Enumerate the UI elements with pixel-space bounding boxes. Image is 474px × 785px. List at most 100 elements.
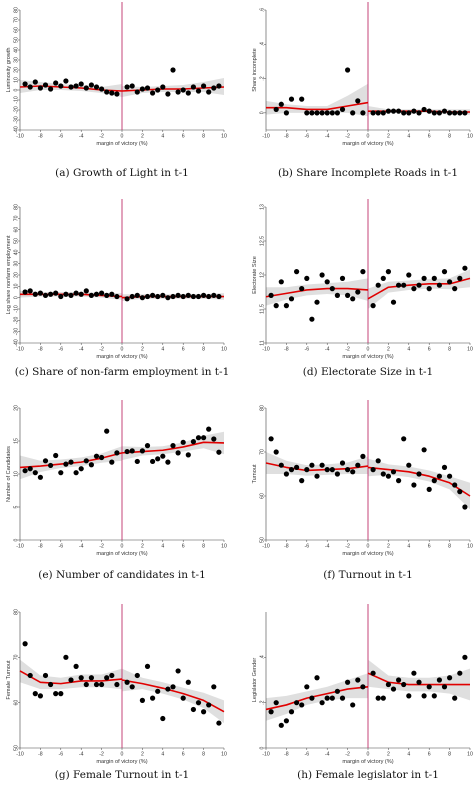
fit-line-right — [121, 441, 225, 454]
x-tick-label: 2 — [141, 347, 144, 353]
data-point — [129, 83, 135, 89]
y-tick-label: .2 — [259, 700, 265, 704]
data-point — [129, 448, 135, 454]
data-point — [304, 684, 310, 690]
x-tick-label: 0 — [367, 347, 370, 353]
x-tick-label: 0 — [367, 752, 370, 758]
data-point — [175, 89, 181, 95]
data-point — [370, 670, 376, 676]
x-tick-label: -4 — [79, 752, 84, 758]
data-point — [304, 110, 310, 116]
data-point — [211, 436, 217, 442]
data-point — [129, 684, 135, 690]
x-tick-label: -10 — [16, 347, 24, 353]
data-point — [53, 290, 59, 296]
fit-line-right — [121, 679, 225, 713]
data-point — [273, 106, 279, 113]
data-point — [457, 275, 463, 281]
x-tick-label: 0 — [121, 134, 124, 140]
data-point — [390, 108, 397, 114]
data-point — [329, 286, 335, 292]
data-point — [324, 695, 330, 701]
data-point — [406, 272, 412, 278]
data-point — [268, 436, 274, 442]
y-tick-label: 80 — [259, 405, 265, 411]
data-point — [457, 670, 463, 676]
x-tick-label: -6 — [58, 347, 63, 353]
data-point — [452, 482, 458, 488]
y-tick-label: 20 — [13, 272, 19, 278]
y-tick-label: 60 — [259, 493, 265, 499]
data-point — [426, 286, 432, 292]
fit-line-left — [266, 101, 369, 111]
ci-band-left — [20, 659, 122, 690]
x-tick-label: 0 — [121, 544, 124, 550]
data-point — [273, 449, 279, 455]
data-point — [416, 110, 422, 116]
x-tick-label: -4 — [79, 134, 84, 140]
data-point — [462, 504, 468, 510]
x-axis-label: margin of victory (%) — [342, 141, 393, 147]
x-tick-label: -10 — [16, 752, 24, 758]
x-tick-label: -8 — [38, 544, 43, 550]
data-point — [58, 83, 64, 89]
data-point — [426, 486, 432, 492]
data-point — [195, 435, 202, 441]
data-point — [190, 84, 196, 90]
data-point — [150, 695, 156, 701]
data-point — [53, 452, 59, 459]
data-point — [206, 702, 212, 708]
y-tick-label: -40 — [13, 126, 19, 134]
data-point — [42, 292, 49, 298]
data-point — [288, 296, 295, 302]
x-tick-label: -2 — [345, 134, 350, 140]
x-tick-label: -10 — [262, 544, 270, 550]
x-tick-label: -8 — [284, 134, 289, 140]
x-tick-label: 10 — [221, 752, 227, 758]
data-point — [401, 110, 407, 116]
data-point — [319, 700, 325, 706]
y-tick-label: 11.5 — [259, 304, 265, 314]
panel-caption: (h) Female legislator in t-1 — [297, 769, 439, 781]
y-tick-label: 80 — [13, 204, 19, 210]
x-tick-label: 0 — [121, 347, 124, 353]
data-point — [216, 449, 222, 455]
data-point — [104, 428, 110, 434]
x-tick-label: 0 — [367, 544, 370, 550]
data-point — [37, 85, 44, 91]
data-point — [180, 439, 186, 445]
x-tick-label: 2 — [387, 347, 390, 353]
x-tick-label: 2 — [387, 752, 390, 758]
data-point — [63, 461, 69, 467]
data-point — [180, 293, 186, 300]
data-point — [22, 468, 28, 474]
data-point — [83, 681, 89, 688]
ci-band-right — [368, 269, 470, 309]
data-point — [155, 688, 161, 694]
data-point — [114, 681, 120, 688]
data-point — [416, 471, 422, 477]
x-tick-label: 10 — [221, 544, 227, 550]
data-point — [42, 82, 49, 88]
data-point — [324, 467, 330, 473]
data-point — [278, 722, 284, 728]
x-tick-label: 8 — [202, 752, 205, 758]
data-point — [68, 84, 74, 90]
data-point — [396, 478, 402, 484]
y-tick-label: 12 — [259, 272, 265, 278]
data-point — [88, 82, 94, 88]
data-point — [134, 672, 140, 679]
panel-d: -10 -8 -6 -4 -2 0 2 4 6 8 10 11 11.5 12 12.5 13 margin o… — [252, 199, 473, 378]
data-point — [385, 269, 391, 275]
data-point — [99, 454, 105, 461]
y-axis-label: Electorate Size — [252, 256, 258, 294]
data-point — [139, 697, 145, 704]
data-point — [144, 85, 151, 91]
data-point — [37, 474, 44, 480]
data-point — [421, 693, 427, 699]
data-point — [201, 292, 207, 298]
y-tick-label: .2 — [259, 76, 265, 80]
data-point — [375, 695, 381, 701]
y-tick-label: 70 — [13, 654, 19, 660]
